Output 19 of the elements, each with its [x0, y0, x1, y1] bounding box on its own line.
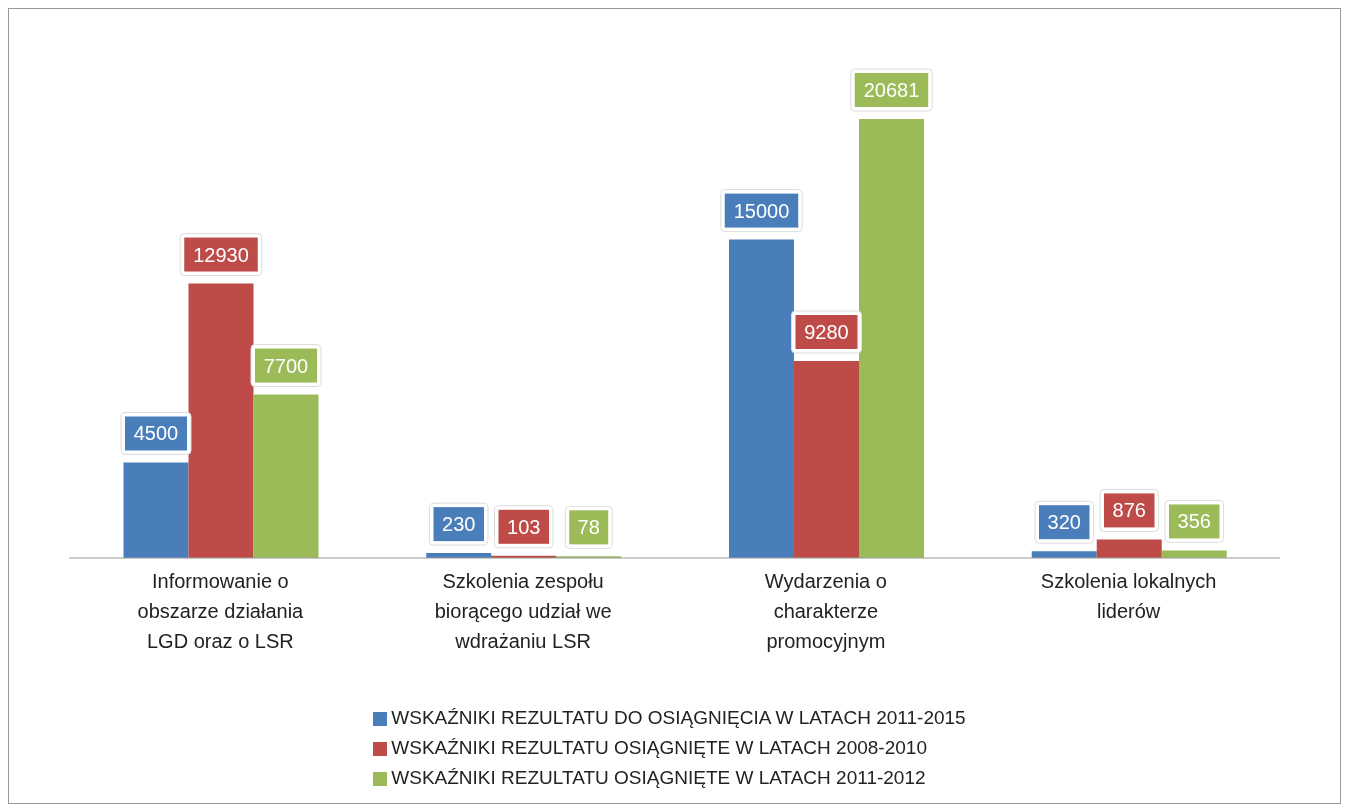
data-label: 15000 [733, 199, 790, 222]
data-label: 320 [1047, 511, 1081, 534]
data-label: 9280 [804, 321, 849, 344]
legend-label: WSKAŹNIKI REZULTATU DO OSIĄGNIĘCIA W LATACH 2011-2015 [391, 707, 966, 728]
data-label: 876 [1112, 499, 1146, 522]
data-label: 356 [1177, 510, 1211, 533]
x-tick-label: Szkolenia lokalnych liderów [1040, 570, 1217, 622]
data-label: 20681 [863, 79, 920, 101]
data-label: 7700 [263, 354, 309, 377]
x-tick-label: Informowanie o obszarze działania LGD oraz o LSR [137, 570, 305, 652]
data-label: 103 [507, 515, 541, 538]
x-tick-label: Szkolenia zespołu biorącego udział we wdrażaniu LSR [434, 570, 612, 652]
data-label: 12930 [193, 243, 249, 266]
legend-label: WSKAŹNIKI REZULTATU OSIĄGNIĘTE W LATACH 2011-2012 [391, 767, 926, 788]
data-label: 4500 [133, 422, 179, 445]
legend-label: WSKAŹNIKI REZULTATU OSIĄGNIĘTE W LATACH 2008-2010 [391, 737, 927, 758]
data-label: 78 [577, 516, 600, 539]
data-label: 230 [442, 513, 476, 536]
x-tick-label: Wydarzenia o charakterze promocyjnym [764, 570, 887, 652]
